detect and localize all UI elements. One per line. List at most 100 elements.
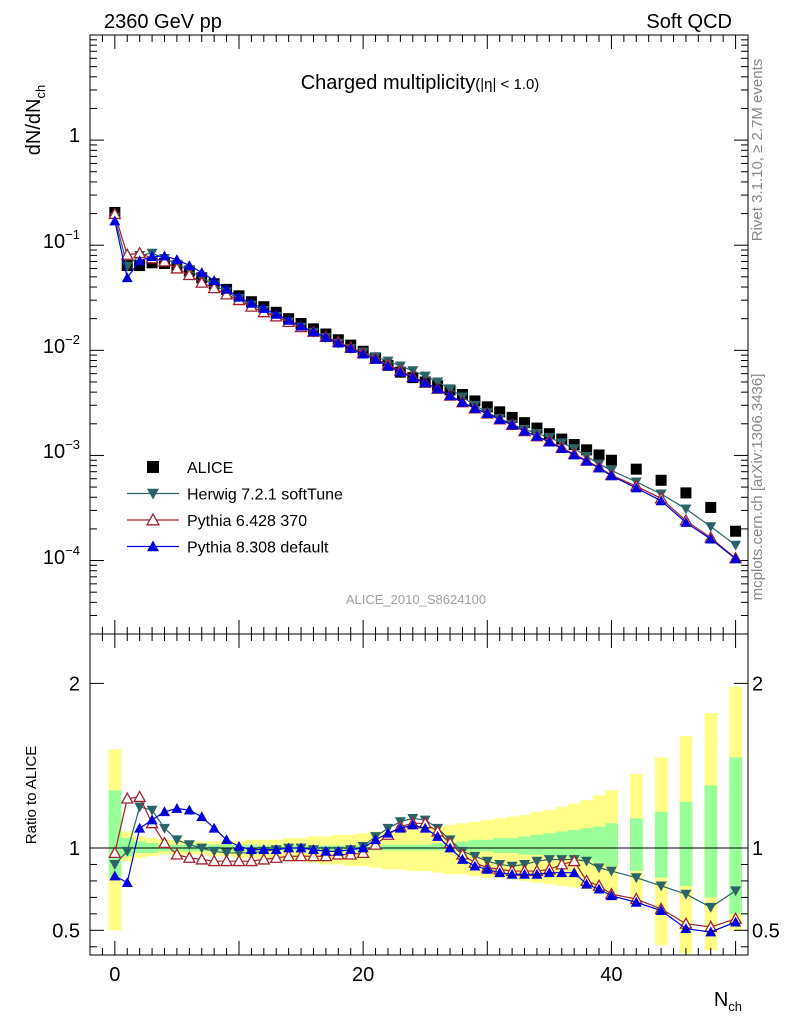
xaxis-label: Nch [714,989,742,1014]
stat-band [679,801,693,886]
ytick-label-1e-2: 10−2 [43,332,80,358]
data-point [680,923,692,934]
data-point [295,320,307,331]
legend-item: Pythia 6.428 370 [127,512,307,530]
chart-title-suffix: (|η| < 1.0) [475,76,539,93]
xaxis-label-main: N [714,989,728,1011]
data-point [705,902,717,913]
stat-band [493,838,507,853]
legend: ALICE Herwig 7.2.1 softTune Pythia 6.428 3… [127,460,343,557]
data-point [370,834,382,845]
lower-series [108,790,743,937]
data-point [245,297,257,308]
data-point [481,408,493,419]
chart-title-main: Charged multiplicity [301,72,476,94]
data-point [270,308,282,319]
data-point [407,372,419,383]
data-point [109,860,121,870]
stat-band [505,838,519,853]
header-right: Soft QCD [646,11,732,33]
data-point [121,846,133,857]
legend-item: Herwig 7.2.1 softTune [127,487,343,504]
legend-item: Pythia 8.308 default [127,540,329,557]
data-point [221,834,233,845]
data-point [730,540,742,551]
stat-band [729,757,743,914]
data-point [219,854,234,867]
data-point [605,890,617,901]
data-point [295,842,307,853]
data-point [730,525,742,537]
data-point [419,377,431,388]
data-point [221,283,233,294]
data-point [257,852,271,865]
data-point [469,402,481,413]
data-point [593,462,605,473]
data-point [196,267,208,277]
data-point [680,487,692,499]
data-point [258,844,270,855]
data-point [630,873,642,884]
data-point [134,255,146,266]
legend-label: Pythia 8.308 default [187,540,329,557]
data-point [108,846,122,858]
upper-ylabel-main: dN/dN [23,99,45,156]
rivet-version-text: Rivet 3.1.10, ≥ 2.7M events [749,59,766,242]
data-point [147,488,159,500]
data-point [208,822,220,833]
data-point [506,419,518,430]
xtick-label: 40 [600,964,622,986]
data-point [531,422,543,434]
data-point [567,854,581,867]
data-point [705,501,717,513]
data-point [581,856,593,867]
series-line [114,806,736,908]
data-point [134,802,146,813]
data-point [306,849,321,862]
stat-band [481,839,494,852]
data-point [134,822,146,833]
data-point [157,254,172,267]
data-point [432,383,444,394]
data-point [581,878,593,889]
ytick-exp: −1 [65,227,80,242]
stat-band [530,834,544,855]
xaxis-label-sub: ch [728,999,742,1014]
data-point [630,896,642,907]
data-point [357,842,369,853]
data-point [147,540,159,552]
data-point [593,863,605,874]
data-point [543,436,555,447]
data-point [158,250,170,261]
ytick-label-1e-1: 10−1 [43,227,80,253]
stat-band [133,841,147,853]
data-point [519,417,531,429]
data-point [146,805,158,816]
data-point [294,849,308,862]
data-point [147,461,159,473]
data-point [407,819,419,830]
ratio-ytick-label: 2 [69,673,80,695]
ratio-ytick-label-right: 1 [752,838,763,860]
data-point [196,843,208,854]
data-point [283,842,295,853]
data-point [444,390,456,401]
data-point [269,851,283,863]
xtick-label: 20 [352,964,374,986]
data-point [158,806,170,817]
ratio-ytick-label-right: 0.5 [752,920,780,942]
data-point [605,454,617,466]
chart-title: Charged multiplicity(|η| < 1.0) [301,72,540,94]
upper-ylabel-sub: ch [33,85,48,99]
data-point [145,512,161,526]
data-point [109,215,121,226]
stat-band [567,829,581,858]
data-point [556,443,568,454]
legend-label: Pythia 6.428 370 [187,513,307,530]
data-point [121,877,133,887]
data-point [655,495,667,506]
data-point [605,470,617,481]
ratio-ytick-label-right: 2 [752,673,763,695]
data-point [170,847,184,860]
